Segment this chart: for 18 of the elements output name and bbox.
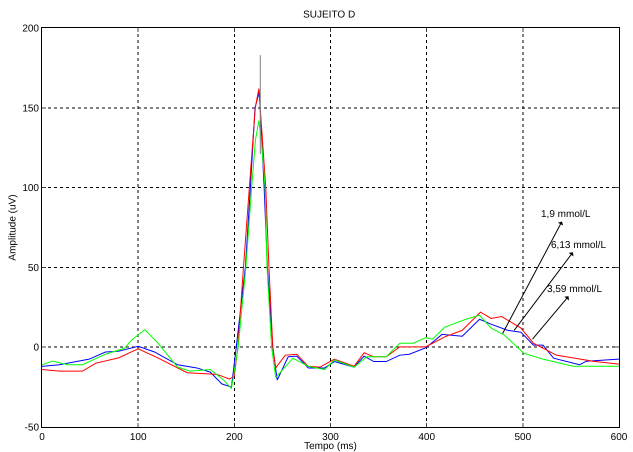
- x-axis-title: Tempo (ms): [304, 441, 357, 452]
- x-tick-label: 500: [514, 432, 532, 443]
- y-tick-label: -50: [24, 422, 40, 434]
- chart-title: SUJEITO D: [303, 10, 356, 20]
- x-tick-label: 600: [610, 432, 628, 443]
- y-tick-label: 200: [22, 24, 40, 34]
- y-tick-label: 50: [28, 262, 40, 274]
- y-tick-label: 0: [33, 342, 40, 354]
- x-tick-label: 300: [322, 432, 340, 443]
- y-tick-label: 100: [22, 183, 40, 194]
- x-tick-label: 100: [130, 432, 147, 443]
- x-tick-label: 200: [226, 432, 244, 443]
- y-axis-title: Amplitude (uV): [7, 194, 18, 261]
- x-tick-label: 400: [418, 432, 436, 443]
- annotation: 1,9 mmol/L: [541, 209, 591, 220]
- y-tick-label: 150: [22, 103, 40, 114]
- annotation: 6,13 mmol/L: [551, 240, 606, 251]
- annotation: 3,59 mmol/L: [547, 284, 602, 295]
